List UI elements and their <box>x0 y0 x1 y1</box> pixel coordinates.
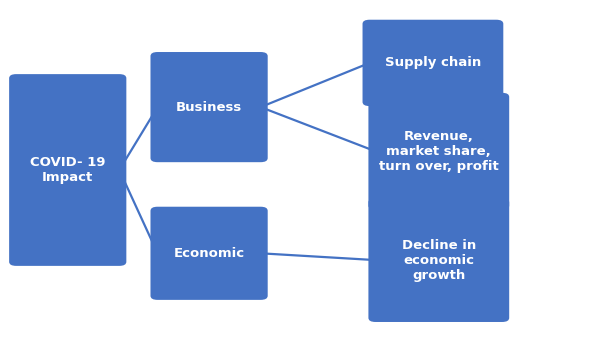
Text: Decline in
economic
growth: Decline in economic growth <box>402 239 476 282</box>
Text: Supply chain: Supply chain <box>385 56 481 69</box>
FancyBboxPatch shape <box>369 198 509 322</box>
FancyBboxPatch shape <box>150 207 267 300</box>
FancyBboxPatch shape <box>369 93 509 210</box>
Text: Economic: Economic <box>174 247 244 260</box>
Text: COVID- 19
Impact: COVID- 19 Impact <box>30 156 105 184</box>
Text: Business: Business <box>176 101 242 114</box>
FancyBboxPatch shape <box>9 74 126 266</box>
Text: Revenue,
market share,
turn over, profit: Revenue, market share, turn over, profit <box>379 130 499 173</box>
FancyBboxPatch shape <box>362 20 503 106</box>
FancyBboxPatch shape <box>150 52 267 162</box>
